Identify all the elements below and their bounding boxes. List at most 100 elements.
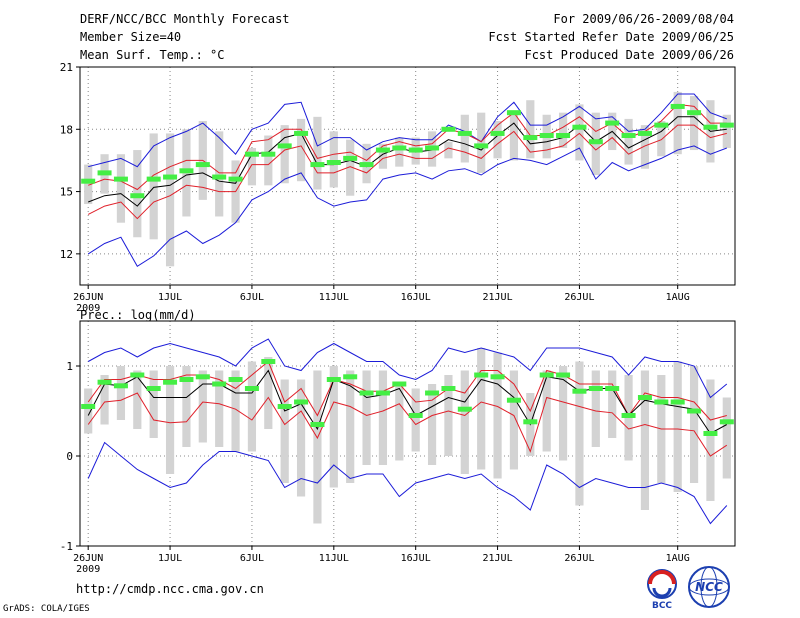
panel1-climatology-marker bbox=[408, 147, 423, 153]
panel1-climatology-marker bbox=[163, 174, 178, 180]
panel1-range-bar bbox=[346, 139, 355, 196]
panel2-range-bar bbox=[509, 370, 519, 470]
panel1-range-bar bbox=[640, 125, 650, 169]
panel1-xtick-label: 16JUL bbox=[401, 292, 431, 303]
panel1-climatology-marker bbox=[556, 133, 571, 139]
panel1-xtick-sublabel: 2009 bbox=[76, 303, 100, 314]
panel1-outer-lower-line bbox=[87, 145, 727, 268]
panel2-range-bar bbox=[378, 370, 388, 465]
panel2-xtick-label: 11JUL bbox=[319, 553, 349, 564]
panel1-ytick-label: 15 bbox=[60, 186, 73, 199]
panel2-range-bar bbox=[444, 375, 453, 456]
panel1-climatology-marker bbox=[605, 120, 620, 126]
panel1-frame bbox=[79, 66, 736, 286]
panel1-xtick-label: 6JUL bbox=[240, 292, 264, 303]
fcst-started-date: Fcst Started Refer Date 2009/06/25 bbox=[488, 30, 734, 44]
panel2-range-bar bbox=[460, 370, 469, 474]
panel1-climatology-marker bbox=[457, 130, 472, 136]
panel1-climatology-marker bbox=[310, 162, 325, 168]
panel1-range-bar bbox=[329, 131, 338, 188]
panel2-range-bar bbox=[264, 357, 273, 429]
panel2-climatology-marker bbox=[621, 413, 636, 418]
panel2-range-bar bbox=[329, 366, 338, 488]
panel1-range-bar bbox=[395, 137, 404, 167]
panel2-climatology-marker bbox=[228, 377, 243, 382]
panel1-inner-lower-line bbox=[87, 124, 727, 220]
panel1-climatology-marker bbox=[294, 130, 309, 136]
panel2-frame bbox=[79, 320, 736, 547]
panel1-climatology-marker bbox=[539, 133, 554, 139]
panel2-xtick-label: 16JUL bbox=[401, 553, 431, 564]
panel1-range-bar bbox=[84, 164, 93, 205]
panel1-climatology-marker bbox=[441, 126, 456, 132]
panel1-climatology-marker bbox=[261, 151, 276, 157]
panel1-range-bar bbox=[477, 112, 486, 173]
panel1-climatology-marker bbox=[97, 170, 112, 176]
panel2-ytick-label: 1 bbox=[66, 360, 73, 373]
panel1-range-bar bbox=[526, 100, 535, 159]
panel2-range-bar bbox=[477, 348, 486, 470]
panel1-climatology-marker bbox=[326, 160, 341, 166]
panel1-climatology-marker bbox=[572, 124, 587, 130]
panel1-climatology-marker bbox=[146, 176, 161, 182]
panel1-range-bar bbox=[116, 154, 126, 223]
panel1-range-bar bbox=[444, 141, 453, 159]
panel2-climatology-marker bbox=[212, 381, 227, 387]
panel1-range-bar bbox=[624, 118, 633, 165]
panel1-ytick-label: 12 bbox=[60, 248, 73, 261]
panel2-ensemble-mean-line bbox=[87, 369, 728, 435]
panel2-climatology-marker bbox=[97, 379, 112, 385]
bcc-logo-icon: BCC bbox=[647, 569, 677, 610]
panel2-climatology-marker bbox=[130, 372, 145, 378]
panel2-range-bar bbox=[231, 370, 240, 452]
panel2-range-bar bbox=[722, 397, 731, 479]
panel2-climatology-marker bbox=[163, 379, 178, 385]
panel2-climatology-marker bbox=[81, 404, 96, 409]
panel2-range-bar bbox=[362, 370, 371, 465]
panel2-climatology-marker bbox=[343, 374, 358, 380]
panel2-climatology-marker bbox=[687, 408, 702, 414]
panel1-range-bar bbox=[313, 116, 322, 190]
panel1-climatology-marker bbox=[195, 162, 210, 168]
panel1-range-bar bbox=[460, 114, 469, 163]
panel2-ytick-label: -1 bbox=[60, 540, 73, 553]
panel1-inner-upper-line bbox=[88, 103, 727, 191]
panel2-outer-upper-line bbox=[87, 338, 728, 399]
panel1-range-bar bbox=[247, 147, 257, 186]
panel1-range-bar bbox=[296, 118, 306, 182]
panel1-range-bar bbox=[575, 104, 584, 161]
panel2-range-bar bbox=[215, 370, 224, 447]
footer-url[interactable]: http://cmdp.ncc.cma.gov.cn bbox=[76, 582, 264, 596]
panel2-xtick-label: 1JUL bbox=[158, 553, 182, 564]
panel2-range-bar bbox=[149, 370, 158, 438]
panel1-climatology-marker bbox=[588, 139, 603, 145]
panel1-climatology-marker bbox=[719, 122, 734, 128]
panel1-climatology-marker bbox=[703, 124, 718, 130]
panel2-climatology-marker bbox=[408, 413, 423, 418]
panel2-climatology-marker bbox=[637, 395, 652, 400]
panel2-inner-lower-line bbox=[87, 392, 728, 457]
panel2-climatology-marker bbox=[294, 399, 309, 405]
panel1-range-bar bbox=[280, 125, 289, 184]
panel1-climatology-marker bbox=[81, 178, 96, 184]
panel1-range-bar bbox=[689, 96, 699, 151]
panel2-climatology-marker bbox=[375, 390, 390, 396]
panel2-range-bar bbox=[608, 370, 617, 438]
precip-title: Prec.: log(mm/d) bbox=[80, 308, 196, 322]
panel2-range-bar bbox=[165, 366, 175, 474]
panel1-range-bar bbox=[378, 143, 388, 169]
panel2-range-bar bbox=[182, 366, 191, 447]
panel1-climatology-marker bbox=[375, 147, 390, 153]
panel2-range-bar bbox=[427, 384, 437, 465]
panel2-range-bar bbox=[346, 370, 355, 483]
panel1-range-bar bbox=[493, 120, 502, 159]
panel1-climatology-marker bbox=[113, 176, 128, 182]
panel1-range-bar bbox=[673, 91, 682, 155]
panel2-climatology-marker bbox=[474, 372, 489, 378]
panel2-climatology-marker bbox=[261, 359, 276, 364]
panel2-xtick-label: 6JUL bbox=[240, 553, 264, 564]
panel1-ensemble-mean-line bbox=[88, 116, 727, 207]
panel2-range-bar bbox=[116, 366, 126, 420]
panel1-range-bar bbox=[149, 133, 158, 240]
